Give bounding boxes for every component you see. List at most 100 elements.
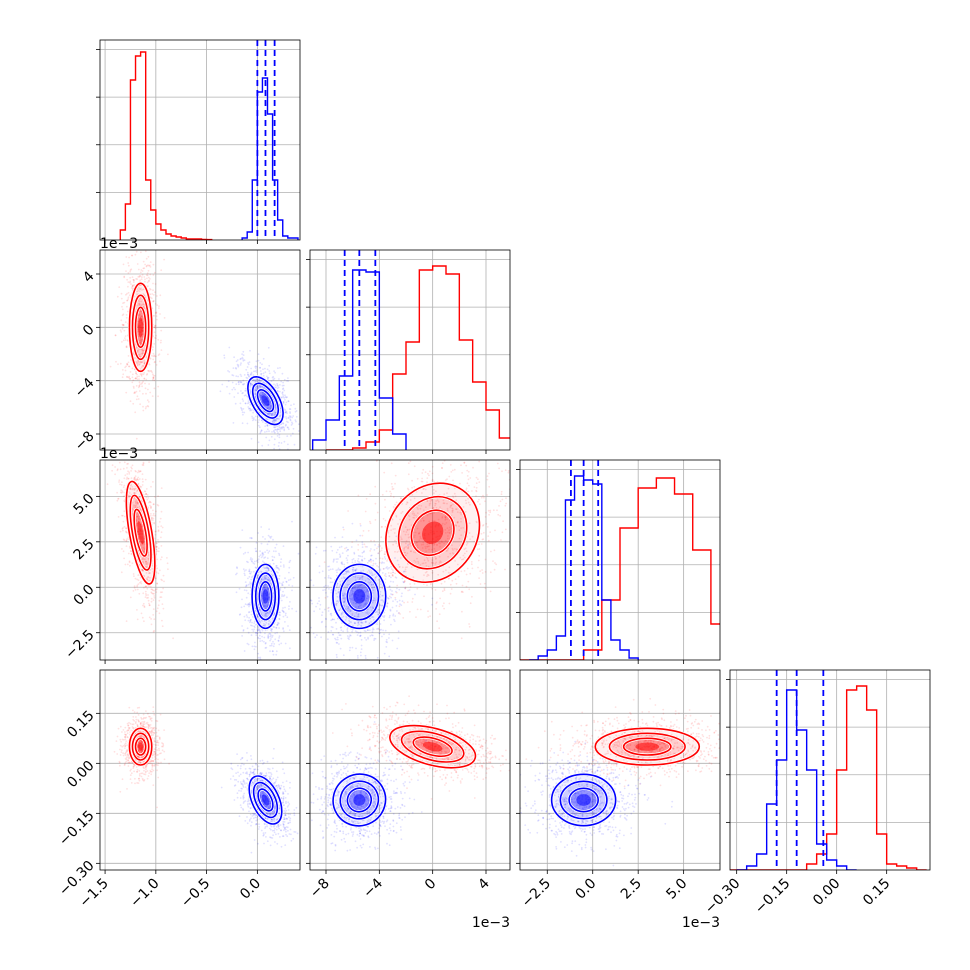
panel-2-1 <box>306 453 511 664</box>
scatter-point <box>461 584 464 587</box>
scatter-point <box>122 467 125 470</box>
scatter-point <box>277 445 280 447</box>
scatter-point <box>478 498 480 501</box>
scatter-point <box>277 571 279 574</box>
scatter-point <box>497 513 500 516</box>
scatter-point <box>241 411 244 414</box>
scatter-point <box>344 619 347 621</box>
scatter-point <box>281 427 283 430</box>
scatter-point <box>413 465 416 468</box>
scatter-point <box>400 512 403 514</box>
scatter-point <box>132 279 135 281</box>
scatter-point <box>421 480 424 483</box>
hist-series-0 <box>119 51 213 240</box>
scatter-point <box>146 281 149 284</box>
scatter-point <box>266 377 269 380</box>
scatter-point <box>162 574 165 577</box>
scatter-point <box>133 489 136 491</box>
scatter-point <box>363 557 366 560</box>
scatter-point <box>413 516 416 519</box>
scatter-point <box>357 549 360 551</box>
scatter-point <box>126 278 128 281</box>
scatter-point <box>135 437 138 440</box>
scatter-point <box>372 562 375 565</box>
scatter-point <box>407 533 410 536</box>
scatter-point <box>480 496 483 499</box>
scatter-point <box>153 271 156 274</box>
scatter-point <box>286 412 288 415</box>
scatter-point <box>141 557 144 560</box>
scatter-point <box>152 592 154 595</box>
scatter-point <box>373 639 375 641</box>
scatter-point <box>494 562 496 564</box>
scatter-point <box>130 553 133 555</box>
scatter-point <box>246 627 249 630</box>
scatter-point <box>486 478 489 481</box>
scatter-point <box>365 497 368 500</box>
scatter-point <box>267 552 270 554</box>
scatter-point <box>128 365 131 368</box>
scatter-point <box>276 430 279 432</box>
scatter-point <box>250 571 253 573</box>
scatter-point <box>266 368 269 371</box>
scatter-point <box>357 657 359 659</box>
scatter-point <box>143 538 146 540</box>
scatter-point <box>277 390 279 393</box>
scatter-point <box>263 623 265 625</box>
scatter-point <box>275 653 278 656</box>
scatter-point <box>150 597 153 600</box>
scatter-point <box>279 611 282 614</box>
scatter-point <box>260 396 262 399</box>
scatter-point <box>149 293 152 295</box>
scatter-point <box>126 376 129 378</box>
scatter-point <box>146 597 148 599</box>
scatter-point <box>268 430 270 433</box>
scatter-point <box>431 479 434 482</box>
scatter-point <box>257 656 260 659</box>
scatter-point <box>391 639 394 642</box>
scatter-point <box>435 557 437 560</box>
scatter-point <box>134 411 137 414</box>
scatter-point <box>449 506 452 509</box>
scatter-point <box>411 479 413 482</box>
scatter-point <box>274 419 277 422</box>
scatter-point <box>155 542 158 545</box>
scatter-point <box>124 432 126 434</box>
scatter-point <box>484 500 486 503</box>
scatter-point <box>422 519 425 522</box>
contour-line <box>131 294 150 361</box>
scatter-point <box>239 364 242 366</box>
scatter-point <box>280 442 283 444</box>
scatter-point <box>156 582 159 585</box>
scatter-point <box>276 624 279 626</box>
scatter-point <box>329 577 332 579</box>
scatter-point <box>480 543 483 545</box>
scatter-point <box>390 566 392 568</box>
scatter-point <box>152 358 155 361</box>
scatter-point <box>274 426 277 428</box>
scatter-point <box>389 580 392 583</box>
scatter-point <box>389 588 392 591</box>
scatter-point <box>154 311 157 314</box>
scatter-point <box>288 417 290 419</box>
scatter-point <box>456 521 459 524</box>
scatter-point <box>121 376 124 379</box>
scatter-point <box>135 250 138 253</box>
scatter-point <box>130 483 133 486</box>
scatter-point <box>134 506 137 509</box>
scatter-point <box>267 567 270 570</box>
scatter-point <box>278 613 281 616</box>
scatter-point <box>157 495 160 497</box>
scatter-point <box>151 516 153 519</box>
scatter-point <box>133 506 135 509</box>
scatter-point <box>421 492 423 494</box>
scatter-point <box>149 576 151 579</box>
panel-content <box>100 250 300 450</box>
scatter-point <box>425 453 427 455</box>
scatter-point <box>328 588 330 590</box>
scatter-point <box>268 620 270 622</box>
scatter-point <box>152 377 155 380</box>
scatter-point <box>259 394 262 397</box>
scatter-point <box>251 560 254 563</box>
scatter-point <box>434 550 437 553</box>
